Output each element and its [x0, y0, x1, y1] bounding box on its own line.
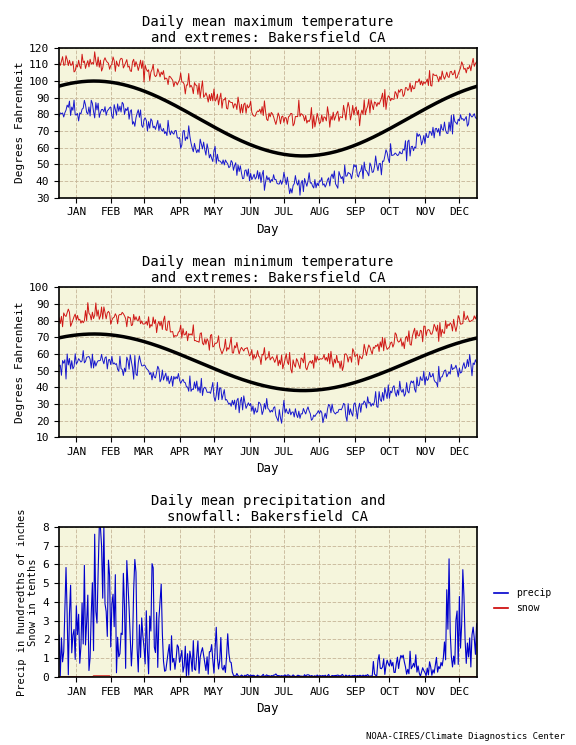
Y-axis label: Precip in hundredths of inches
Snow in tenths: Precip in hundredths of inches Snow in t… [17, 508, 39, 696]
X-axis label: Day: Day [257, 702, 279, 715]
Title: Daily mean maximum temperature
and extremes: Bakersfield CA: Daily mean maximum temperature and extre… [142, 15, 393, 45]
Y-axis label: Degrees Fahrenheit: Degrees Fahrenheit [15, 302, 25, 423]
X-axis label: Day: Day [257, 223, 279, 236]
Y-axis label: Degrees Fahrenheit: Degrees Fahrenheit [15, 62, 25, 183]
X-axis label: Day: Day [257, 463, 279, 475]
Title: Daily mean precipitation and
snowfall: Bakersfield CA: Daily mean precipitation and snowfall: B… [150, 494, 385, 524]
Text: NOAA-CIRES/Climate Diagnostics Center: NOAA-CIRES/Climate Diagnostics Center [366, 732, 564, 741]
Title: Daily mean minimum temperature
and extremes: Bakersfield CA: Daily mean minimum temperature and extre… [142, 255, 393, 285]
Legend: precip, snow: precip, snow [490, 584, 555, 617]
